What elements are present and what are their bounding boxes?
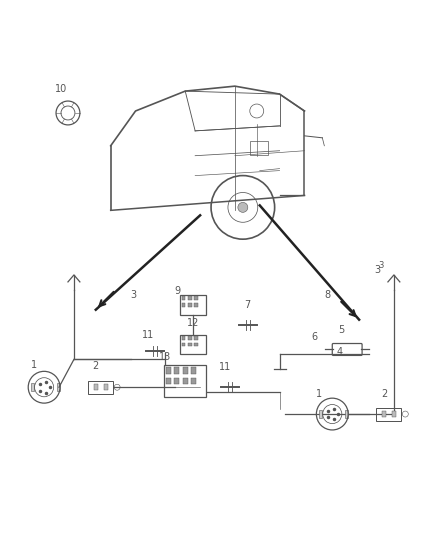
Circle shape — [238, 203, 248, 212]
Bar — [94, 384, 98, 390]
Text: 7: 7 — [244, 300, 250, 310]
Bar — [181, 303, 185, 307]
Bar — [174, 367, 180, 374]
Bar — [183, 367, 188, 374]
Text: 3: 3 — [374, 265, 380, 275]
Text: 2: 2 — [93, 361, 99, 372]
Bar — [188, 343, 192, 346]
Text: 1: 1 — [316, 389, 322, 399]
Bar — [191, 367, 196, 374]
Text: 10: 10 — [55, 84, 67, 94]
Bar — [164, 365, 206, 397]
Bar — [191, 378, 196, 384]
Bar — [88, 381, 113, 394]
Bar — [188, 336, 192, 340]
Bar — [382, 411, 386, 417]
Text: 12: 12 — [187, 318, 199, 328]
Bar — [377, 408, 401, 421]
Bar — [194, 303, 198, 307]
Bar — [166, 367, 171, 374]
Bar — [181, 336, 185, 340]
Text: 11: 11 — [219, 362, 231, 373]
Text: 5: 5 — [338, 325, 344, 335]
Bar — [104, 384, 108, 390]
Text: 3: 3 — [131, 290, 137, 300]
Bar — [319, 410, 322, 418]
Text: 11: 11 — [142, 329, 155, 340]
Text: 2: 2 — [381, 389, 387, 399]
Bar — [194, 336, 198, 340]
Text: 1: 1 — [31, 360, 37, 370]
Bar — [181, 343, 185, 346]
Bar — [181, 296, 185, 300]
Bar — [194, 343, 198, 346]
Bar — [250, 141, 268, 155]
Bar — [31, 383, 34, 391]
Bar — [166, 378, 171, 384]
Text: 9: 9 — [174, 286, 180, 296]
Text: 13: 13 — [159, 352, 171, 362]
Bar — [174, 378, 180, 384]
Bar — [188, 303, 192, 307]
Bar — [392, 411, 396, 417]
Bar — [180, 295, 206, 314]
Text: 4: 4 — [336, 348, 342, 358]
Bar — [57, 383, 60, 391]
Text: 8: 8 — [324, 290, 330, 300]
Bar — [188, 296, 192, 300]
Bar — [345, 410, 348, 418]
Bar — [194, 296, 198, 300]
Bar — [183, 378, 188, 384]
Text: 3: 3 — [378, 261, 384, 270]
Text: 6: 6 — [311, 332, 318, 342]
Bar — [180, 335, 206, 354]
